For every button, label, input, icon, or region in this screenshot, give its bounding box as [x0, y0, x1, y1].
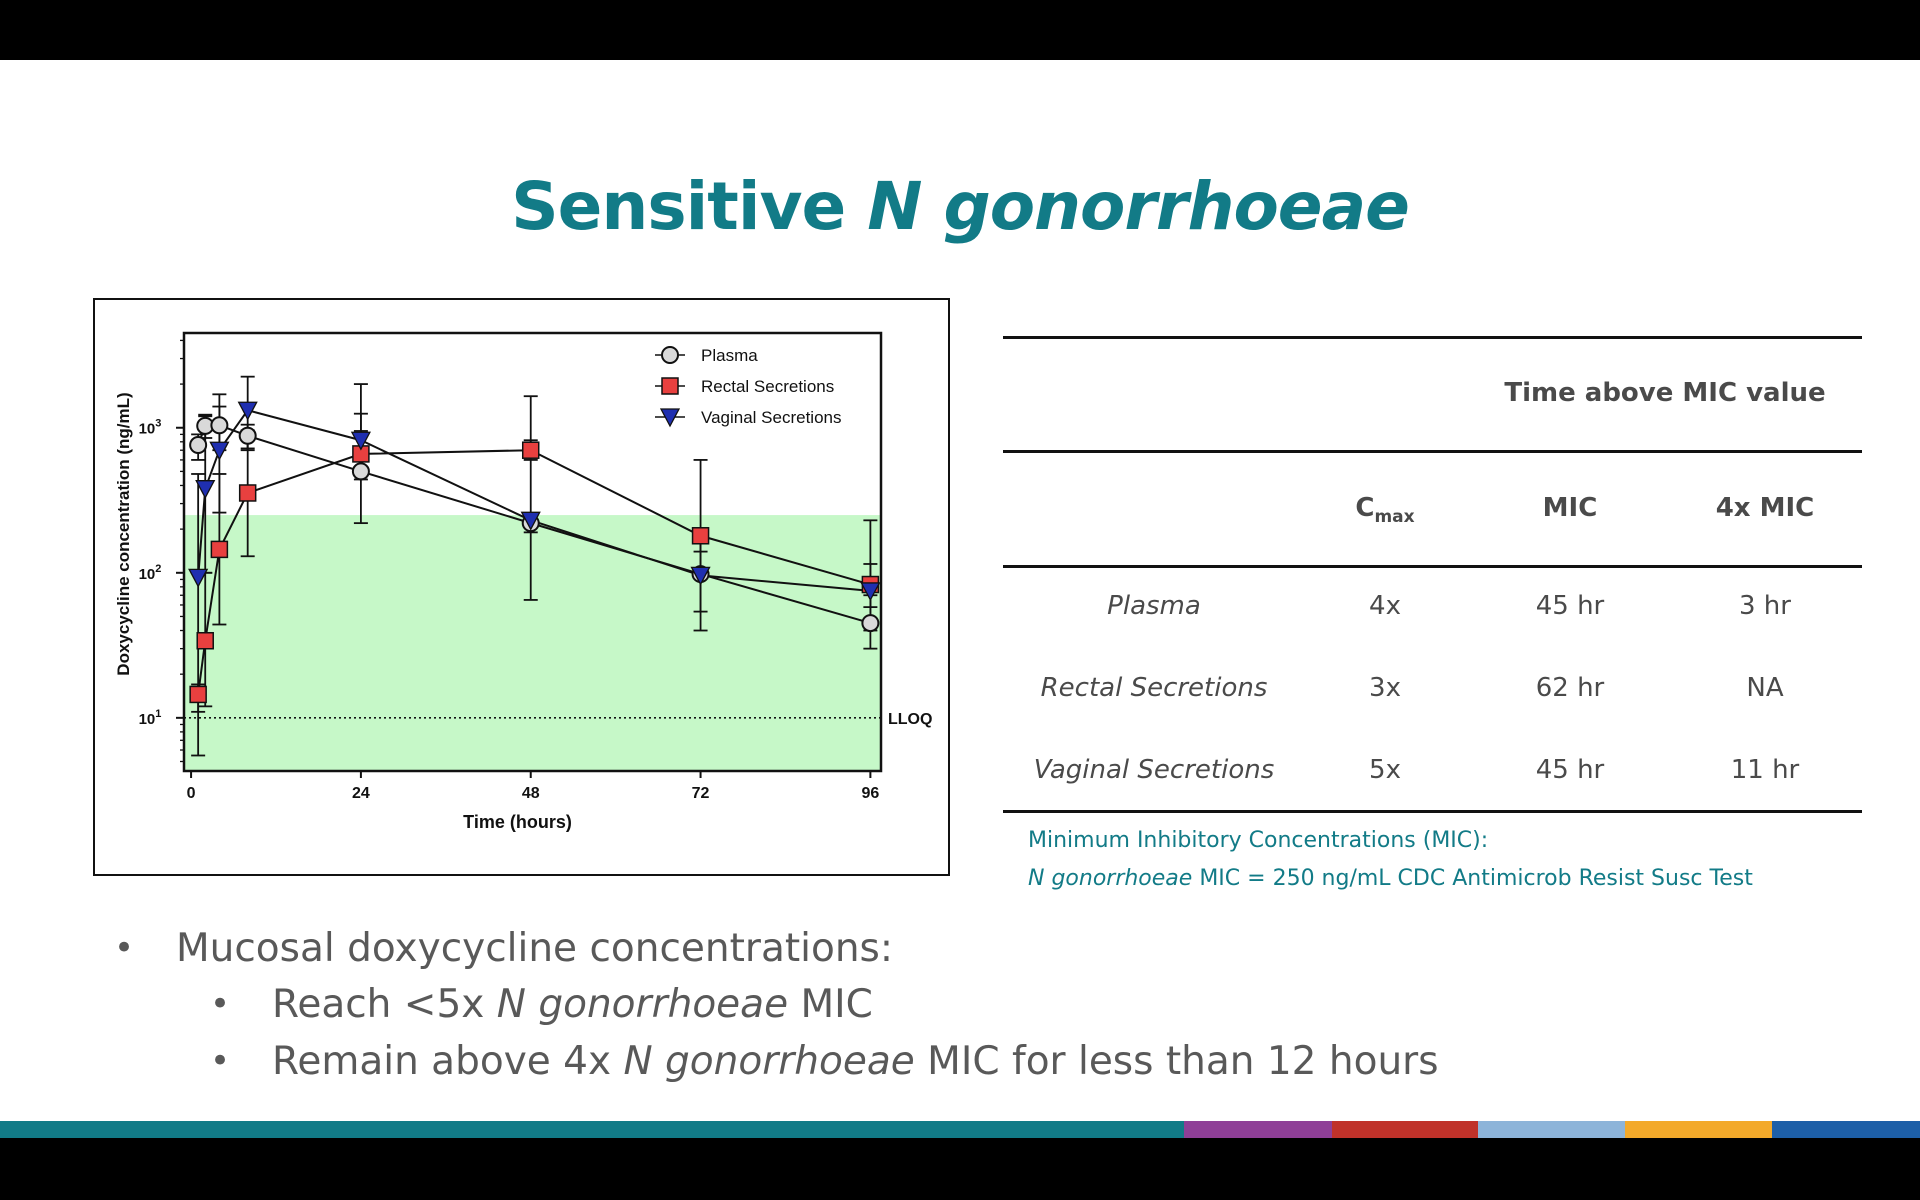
chart-frame: LLOQ 0 24 48 72 96 Time (hours) 101 102 103 Doxycy…: [93, 298, 950, 876]
x-tick-label: 96: [861, 785, 879, 802]
bullet-main-text: Mucosal doxycycline concentrations:: [176, 926, 894, 971]
y-tick-label: 102: [139, 563, 162, 583]
y-axis-label: Doxycycline concentration (ng/mL): [114, 392, 133, 675]
x-tick-label: 72: [692, 785, 710, 802]
table-rule-mid: [1003, 450, 1862, 453]
data-point: [860, 582, 881, 602]
pk-chart: LLOQ 0 24 48 72 96 Time (hours) 101 102 103 Doxycy…: [114, 331, 932, 832]
cell-cmax: 4x: [1369, 591, 1401, 621]
bullet-sub-2-pre: Remain above 4x: [272, 1039, 624, 1084]
col-header-cmax: Cmax: [1300, 493, 1470, 527]
table-rule-bottom: [1003, 810, 1862, 813]
slide: Sensitive N gonorrhoeae LLOQ 0 24 48 72 96 Tim…: [0, 60, 1920, 1138]
mic-note-line2: N gonorrhoeae MIC = 250 ng/mL CDC Antimi…: [1028, 860, 1753, 898]
bullet-sub-2-post: MIC for less than 12 hours: [914, 1039, 1439, 1084]
bullet-sub-1-pre: Reach <5x: [272, 982, 497, 1027]
legend-label: Rectal Secretions: [701, 377, 834, 396]
bullet-sub-1-post: MIC: [788, 982, 873, 1027]
footer-color-segment: [1184, 1121, 1332, 1138]
y-tick-label: 103: [139, 418, 162, 438]
y-tick-label: 101: [139, 708, 162, 728]
bullet-dot: •: [210, 984, 231, 1024]
cell-4xmic: NA: [1746, 673, 1784, 703]
cell-4xmic: 11 hr: [1730, 755, 1800, 785]
data-point: [351, 462, 370, 481]
data-point: [210, 540, 229, 559]
series-line: [197, 449, 871, 695]
legend-marker: [659, 408, 681, 428]
data-point: [690, 566, 711, 586]
bullet-dot: •: [210, 1041, 231, 1081]
table-group-header: Time above MIC value: [1504, 378, 1826, 408]
data-point: [189, 436, 208, 455]
bullet-sub-2-organism: N gonorrhoeae: [623, 1039, 915, 1084]
data-point: [210, 416, 229, 435]
footer-color-segment: [1625, 1121, 1772, 1138]
legend: Plasma Rectal Secretions Vaginal Secretion…: [655, 346, 842, 428]
col-header-cmax-sub: max: [1374, 507, 1415, 528]
cell-4xmic: 3 hr: [1739, 591, 1791, 621]
footer-color-segment: [0, 1121, 1184, 1138]
mic-note-organism: N gonorrhoeae: [1028, 866, 1193, 891]
data-point: [195, 480, 216, 500]
footer-color-bar: [0, 1121, 1920, 1138]
cell-cmax: 5x: [1369, 755, 1401, 785]
data-point: [691, 527, 710, 545]
data-point: [188, 568, 209, 588]
legend-marker: [661, 377, 679, 395]
footer-color-segment: [1332, 1121, 1478, 1138]
row-label: Rectal Secretions: [1040, 673, 1268, 703]
legend-label: Plasma: [701, 346, 758, 365]
title-text: Sensitive: [511, 168, 868, 245]
table-rule-top: [1003, 336, 1862, 339]
bullet-sub-1: • Reach <5x N gonorrhoeae MIC: [210, 982, 873, 1027]
bullet-sub-2: • Remain above 4x N gonorrhoeae MIC for …: [210, 1039, 1439, 1084]
data-point: [350, 431, 371, 451]
row-label: Plasma: [1107, 591, 1201, 621]
mic-note: Minimum Inhibitory Concentrations (MIC):…: [1028, 822, 1753, 898]
x-tick-label: 24: [352, 785, 370, 802]
data-point: [196, 631, 214, 650]
x-axis-label: Time (hours): [463, 812, 572, 832]
mic-shaded-region: [184, 515, 881, 771]
data-point: [238, 484, 257, 502]
data-point: [238, 426, 257, 445]
data-point: [520, 511, 541, 531]
bullet-dot: •: [114, 928, 135, 968]
col-header-cmax-text: C: [1355, 493, 1375, 523]
footer-color-segment: [1478, 1121, 1625, 1138]
cell-mic: 45 hr: [1535, 755, 1605, 785]
lloq-label: LLOQ: [888, 711, 932, 728]
x-tick-label: 48: [522, 785, 540, 802]
footer-color-segment: [1772, 1121, 1920, 1138]
cell-mic: 62 hr: [1535, 673, 1605, 703]
data-point: [521, 441, 540, 459]
data-point: [237, 401, 258, 421]
bullet-main: • Mucosal doxycycline concentrations:: [114, 926, 894, 971]
col-header-4xmic: 4x MIC: [1715, 493, 1815, 523]
cell-mic: 45 hr: [1535, 591, 1605, 621]
data-point: [209, 441, 230, 461]
plot-area-border: [182, 331, 883, 773]
bullet-sub-1-organism: N gonorrhoeae: [496, 982, 789, 1027]
cell-cmax: 3x: [1369, 673, 1401, 703]
col-header-mic: MIC: [1542, 493, 1598, 523]
legend-marker: [661, 346, 679, 364]
data-point: [861, 614, 880, 633]
row-label: Vaginal Secretions: [1033, 755, 1275, 785]
legend-label: Vaginal Secretions: [701, 408, 842, 427]
slide-title: Sensitive N gonorrhoeae: [0, 168, 1920, 245]
data-point: [189, 685, 207, 704]
title-italic-text: N gonorrhoeae: [867, 168, 1410, 245]
mic-note-value: MIC = 250 ng/mL CDC Antimicrob Resist Su…: [1192, 866, 1753, 891]
x-tick-label: 0: [187, 785, 196, 802]
mic-note-line1: Minimum Inhibitory Concentrations (MIC):: [1028, 828, 1489, 853]
table-rule-header: [1003, 565, 1862, 568]
